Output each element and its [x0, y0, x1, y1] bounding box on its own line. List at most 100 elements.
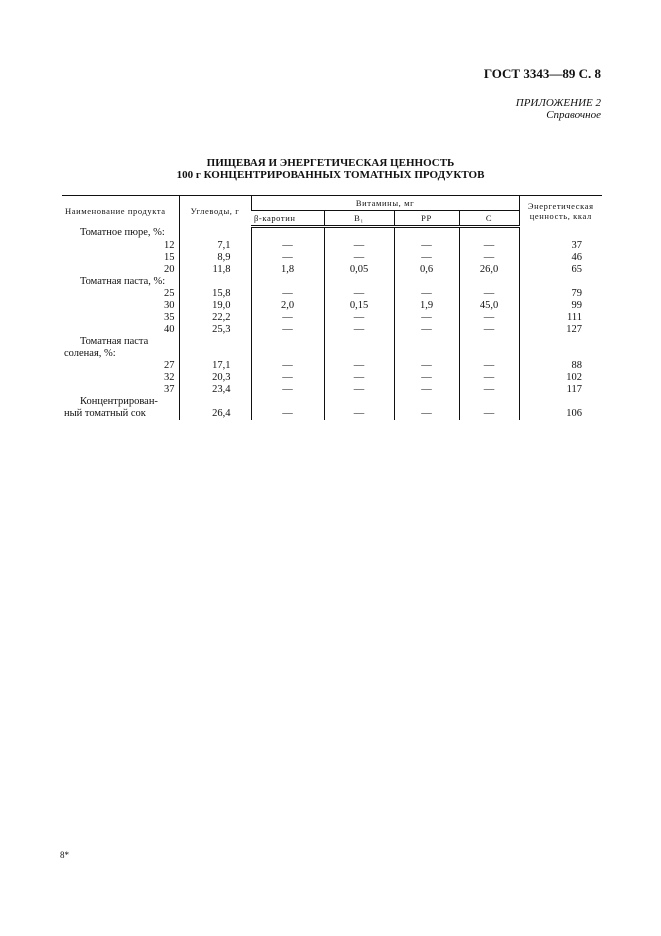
table-cell: 19,0: [178, 300, 251, 312]
table-cell: 15: [164, 252, 175, 263]
table-row: ный томатный сок 26,4— — — —106: [62, 408, 602, 420]
table-cell: 25,3: [178, 324, 251, 336]
table-title: ПИЩЕВАЯ И ЭНЕРГЕТИЧЕСКАЯ ЦЕННОСТЬ 100 г …: [0, 157, 661, 181]
header-b1: B₁: [323, 210, 394, 228]
table-row: 20 11,8 1,8 0,05 0,6 26,0 65: [62, 264, 602, 276]
table-cell: 127: [518, 324, 602, 336]
appendix-label: ПРИЛОЖЕНИЕ 2 Справочное: [516, 97, 601, 121]
table-cell: 8,9: [178, 252, 251, 264]
table-cell: 2,0: [250, 300, 324, 312]
table-cell: —: [250, 372, 324, 384]
table-cell: 45,0: [458, 300, 519, 312]
table-cell: —: [458, 288, 519, 300]
table-cell: —: [250, 408, 324, 420]
table-cell: —: [458, 384, 519, 396]
appendix-type: Справочное: [546, 109, 601, 121]
table-row: 27 17,1— — — —88: [62, 360, 602, 372]
table-cell: 79: [518, 288, 602, 300]
table-row: Томатная паста, %:: [62, 276, 602, 288]
table-cell: —: [393, 384, 459, 396]
document-header: ГОСТ 3343—89 С. 8: [483, 66, 601, 81]
table-row: 15 8,9— — — —46: [62, 252, 602, 264]
table-cell: 46: [518, 252, 602, 264]
table-cell: —: [250, 384, 324, 396]
table-cell: —: [458, 324, 519, 336]
table-cell: 102: [518, 372, 602, 384]
table-cell: —: [323, 288, 394, 300]
table-cell: 17,1: [178, 360, 251, 372]
table-cell: —: [458, 372, 519, 384]
table-cell: —: [250, 252, 324, 264]
table-row: Концентрирован-: [62, 396, 602, 408]
table-cell: 1,9: [393, 300, 459, 312]
table-cell: 25: [164, 288, 175, 299]
table-cell: —: [250, 324, 324, 336]
table-cell: 106: [518, 408, 602, 420]
table-cell: —: [323, 372, 394, 384]
appendix-number: ПРИЛОЖЕНИЕ 2: [515, 97, 601, 109]
header-pp: PP: [393, 210, 459, 228]
table-cell: 37: [518, 240, 602, 252]
table-cell: —: [250, 288, 324, 300]
title-line-1: ПИЩЕВАЯ И ЭНЕРГЕТИЧЕСКАЯ ЦЕННОСТЬ: [206, 157, 455, 169]
table-row: 25 15,8— — — —79: [62, 288, 602, 300]
table-cell: 27: [164, 360, 175, 371]
header-carbs: Углеводы, г: [178, 195, 251, 227]
table-cell: 11,8: [178, 264, 251, 276]
table-cell: —: [323, 360, 394, 372]
product-group-label: Томатное пюре, %:: [80, 227, 165, 239]
table-cell: —: [393, 288, 459, 300]
table-row: 35 22,2— — — —111: [62, 312, 602, 324]
table-cell: —: [458, 240, 519, 252]
table-cell: 0,6: [393, 264, 459, 276]
header-beta-carotene: β-каротин: [251, 210, 324, 228]
table-cell: —: [458, 408, 519, 420]
table-cell: 26,0: [458, 264, 519, 276]
product-group-label: Томатная паста, %:: [80, 276, 166, 287]
table-cell: —: [323, 252, 394, 264]
table-cell: 1,8: [250, 264, 324, 276]
table-cell: 32: [164, 372, 175, 383]
table-cell: —: [393, 240, 459, 252]
header-energy: Энергетическая ценность, ккал: [518, 195, 602, 227]
table-cell: 30: [164, 300, 175, 311]
table-row: 12 7,1— — — —37: [62, 240, 602, 252]
table-cell: 23,4: [178, 384, 251, 396]
table-row: 37 23,4— — — —117: [62, 384, 602, 396]
table-row: 30 19,0 2,0 0,15 1,9 45,0 99: [62, 300, 602, 312]
table-cell: —: [323, 312, 394, 324]
product-group-label: Концентрирован-: [80, 396, 158, 407]
table-cell: —: [393, 312, 459, 324]
table-cell: —: [323, 240, 394, 252]
table-row: 32 20,3— — — —102: [62, 372, 602, 384]
table-cell: —: [250, 240, 324, 252]
product-group-label: соленая, %:: [64, 348, 116, 359]
table-cell: —: [393, 408, 459, 420]
table-cell: —: [458, 252, 519, 264]
nutrition-table: Наименование продукта Углеводы, г Витами…: [62, 195, 602, 420]
table-cell: —: [323, 324, 394, 336]
table-body: Томатное пюре, %: 12 7,1— — — —37 15 8,9— — — —46 2…: [62, 226, 602, 420]
table-cell: 99: [518, 300, 602, 312]
table-cell: —: [393, 372, 459, 384]
table-cell: 20: [164, 264, 175, 275]
product-group-label: Томатная паста: [80, 336, 149, 347]
table-cell: —: [323, 384, 394, 396]
page-footnote: 8*: [60, 850, 69, 860]
table-cell: 35: [164, 312, 175, 323]
table-cell: 111: [518, 312, 602, 324]
header-c: C: [458, 210, 519, 228]
table-cell: —: [393, 324, 459, 336]
table-cell: 0,05: [323, 264, 394, 276]
table-cell: —: [393, 360, 459, 372]
table-cell: 20,3: [178, 372, 251, 384]
table-cell: —: [250, 360, 324, 372]
header-vitamins: Витамины, мг: [250, 195, 519, 211]
table-cell: 15,8: [178, 288, 251, 300]
product-group-label: ный томатный сок: [64, 408, 146, 419]
table-cell: —: [458, 360, 519, 372]
table-cell: —: [393, 252, 459, 264]
table-cell: 12: [164, 240, 175, 251]
table-cell: 22,2: [178, 312, 251, 324]
table-row: соленая, %:: [62, 348, 602, 360]
